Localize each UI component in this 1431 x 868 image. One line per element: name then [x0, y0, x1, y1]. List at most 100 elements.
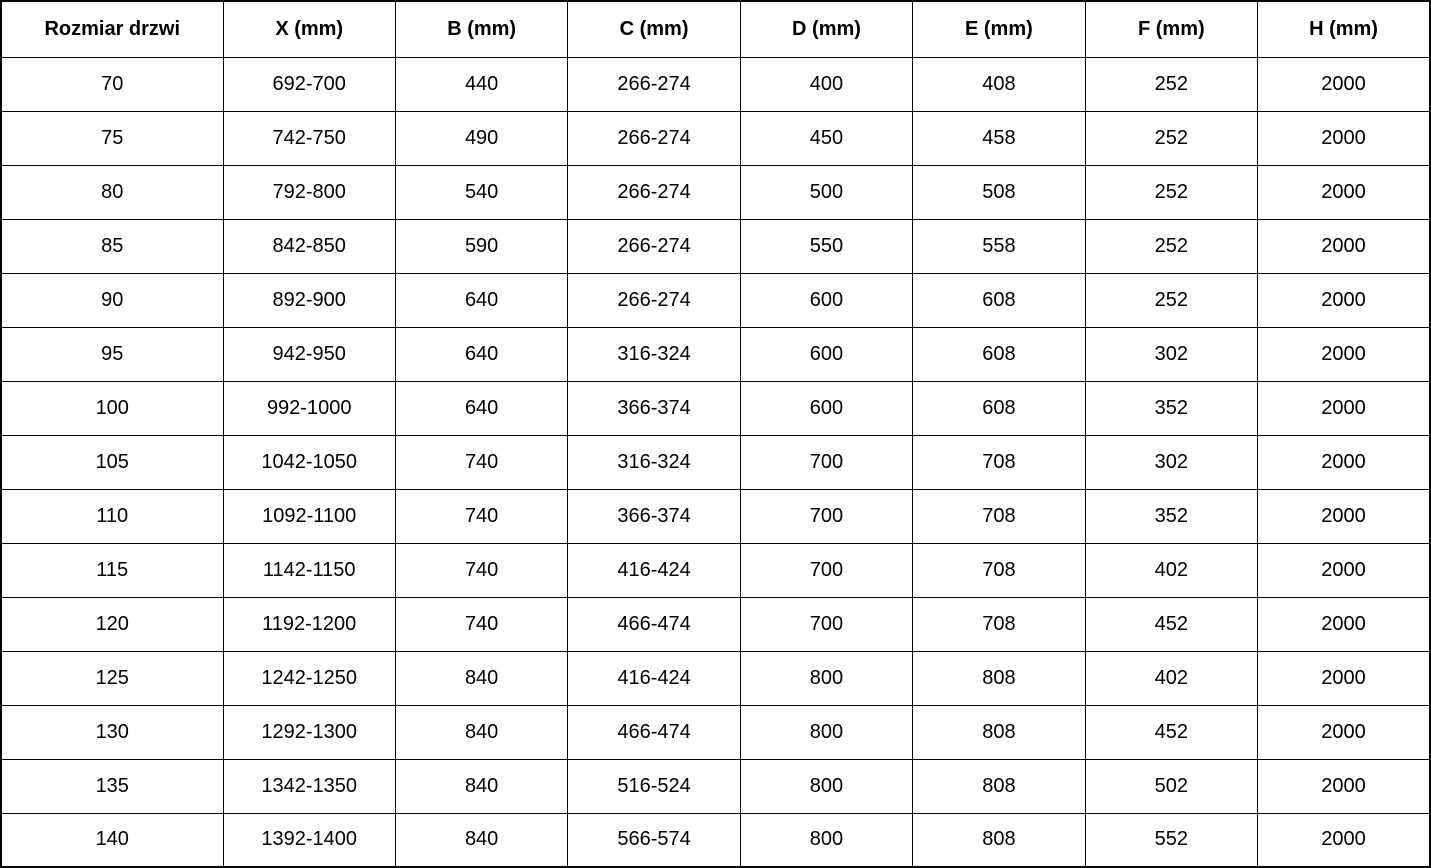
table-cell: 840 [394, 758, 569, 814]
table-cell: 1142-1150 [222, 542, 396, 598]
table-cell: 115 [0, 542, 224, 598]
table-cell: 800 [739, 758, 914, 814]
table-cell: 408 [912, 56, 1086, 112]
table-cell: 508 [912, 164, 1086, 220]
table-cell: 600 [739, 380, 914, 436]
table-cell: 440 [394, 56, 569, 112]
table-cell: 2000 [1257, 488, 1431, 544]
table-cell: 700 [739, 434, 914, 490]
table-cell: 90 [0, 272, 224, 328]
table-cell: 450 [739, 110, 914, 166]
table-row: 75 742-750 490 266-274 450 458 252 2000 [0, 110, 1431, 166]
column-header: C (mm) [567, 0, 741, 58]
table-cell: 252 [1084, 218, 1259, 274]
table-row: 95 942-950 640 316-324 600 608 302 2000 [0, 326, 1431, 382]
table-cell: 135 [0, 758, 224, 814]
table-cell: 640 [394, 326, 569, 382]
table-cell: 1292-1300 [222, 704, 396, 760]
table-row: 120 1192-1200 740 466-474 700 708 452 2000 [0, 596, 1431, 652]
table-cell: 1242-1250 [222, 650, 396, 706]
table-cell: 942-950 [222, 326, 396, 382]
table-cell: 120 [0, 596, 224, 652]
table-cell: 366-374 [567, 380, 741, 436]
table-cell: 266-274 [567, 164, 741, 220]
table-row: 125 1242-1250 840 416-424 800 808 402 2000 [0, 650, 1431, 706]
table-cell: 2000 [1257, 812, 1431, 868]
table-cell: 740 [394, 596, 569, 652]
table-cell: 2000 [1257, 650, 1431, 706]
table-cell: 540 [394, 164, 569, 220]
table-cell: 1192-1200 [222, 596, 396, 652]
table-cell: 490 [394, 110, 569, 166]
table-cell: 2000 [1257, 542, 1431, 598]
table-cell: 842-850 [222, 218, 396, 274]
table-cell: 2000 [1257, 704, 1431, 760]
table-cell: 590 [394, 218, 569, 274]
table-cell: 110 [0, 488, 224, 544]
table-body: 70 692-700 440 266-274 400 408 252 2000 75 742-75… [0, 56, 1431, 868]
table-cell: 808 [912, 650, 1086, 706]
table-cell: 266-274 [567, 272, 741, 328]
table-cell: 1392-1400 [222, 812, 396, 868]
table-cell: 302 [1084, 434, 1259, 490]
table-cell: 252 [1084, 272, 1259, 328]
table-cell: 840 [394, 812, 569, 868]
table-cell: 608 [912, 380, 1086, 436]
table-cell: 252 [1084, 110, 1259, 166]
table-cell: 2000 [1257, 218, 1431, 274]
table-cell: 2000 [1257, 758, 1431, 814]
table-cell: 740 [394, 434, 569, 490]
table-cell: 708 [912, 434, 1086, 490]
table-cell: 2000 [1257, 380, 1431, 436]
column-header: F (mm) [1084, 0, 1259, 58]
table-cell: 266-274 [567, 110, 741, 166]
table-cell: 85 [0, 218, 224, 274]
table-cell: 692-700 [222, 56, 396, 112]
table-cell: 80 [0, 164, 224, 220]
table-cell: 892-900 [222, 272, 396, 328]
table-cell: 400 [739, 56, 914, 112]
table-cell: 366-374 [567, 488, 741, 544]
table-cell: 608 [912, 272, 1086, 328]
table-cell: 552 [1084, 812, 1259, 868]
table-cell: 708 [912, 488, 1086, 544]
column-header: Rozmiar drzwi [0, 0, 224, 58]
table-cell: 742-750 [222, 110, 396, 166]
table-cell: 840 [394, 704, 569, 760]
table-cell: 740 [394, 488, 569, 544]
table-cell: 252 [1084, 56, 1259, 112]
table-cell: 316-324 [567, 434, 741, 490]
table-cell: 352 [1084, 380, 1259, 436]
table-cell: 130 [0, 704, 224, 760]
table-cell: 800 [739, 812, 914, 868]
table-cell: 2000 [1257, 272, 1431, 328]
table-cell: 808 [912, 758, 1086, 814]
column-header: X (mm) [222, 0, 396, 58]
table-cell: 252 [1084, 164, 1259, 220]
table-cell: 266-274 [567, 56, 741, 112]
table-cell: 2000 [1257, 434, 1431, 490]
column-header: H (mm) [1257, 0, 1431, 58]
table-cell: 105 [0, 434, 224, 490]
table-cell: 516-524 [567, 758, 741, 814]
table-cell: 700 [739, 542, 914, 598]
table-cell: 740 [394, 542, 569, 598]
table-cell: 140 [0, 812, 224, 868]
column-header: B (mm) [394, 0, 569, 58]
table-cell: 1342-1350 [222, 758, 396, 814]
table-row: 135 1342-1350 840 516-524 800 808 502 2000 [0, 758, 1431, 814]
table-cell: 1042-1050 [222, 434, 396, 490]
table-cell: 800 [739, 704, 914, 760]
table-cell: 266-274 [567, 218, 741, 274]
column-header: E (mm) [912, 0, 1086, 58]
table-cell: 808 [912, 704, 1086, 760]
table-cell: 700 [739, 488, 914, 544]
table-cell: 402 [1084, 650, 1259, 706]
table-cell: 416-424 [567, 650, 741, 706]
table-cell: 452 [1084, 596, 1259, 652]
table-cell: 708 [912, 596, 1086, 652]
table-cell: 558 [912, 218, 1086, 274]
table-row: 110 1092-1100 740 366-374 700 708 352 2000 [0, 488, 1431, 544]
